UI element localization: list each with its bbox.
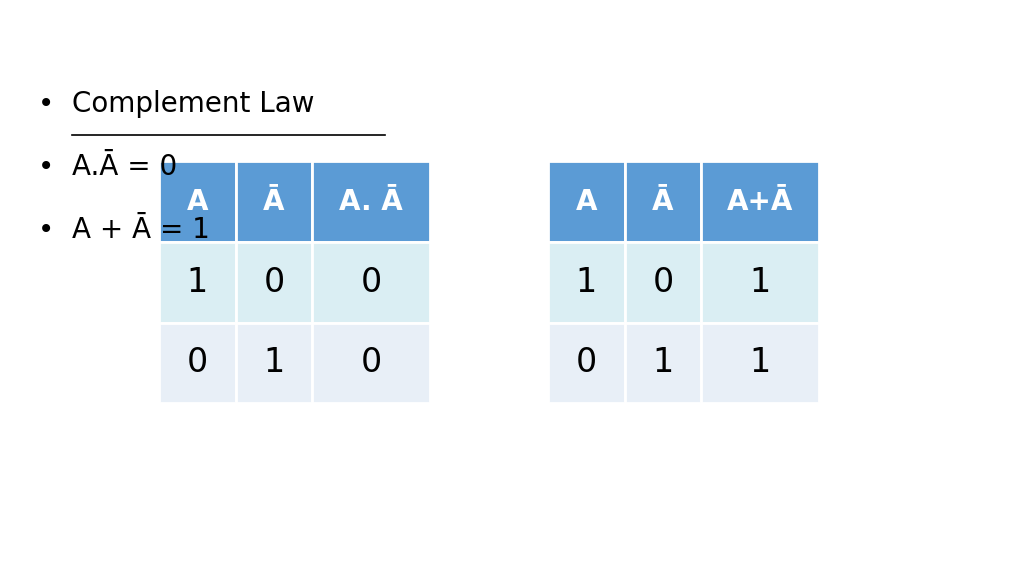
Bar [625, 161, 701, 242]
Bar [548, 323, 625, 403]
Text: Ā: Ā [263, 188, 285, 215]
Bar [236, 323, 312, 403]
Bar [625, 323, 701, 403]
Text: 1: 1 [750, 346, 771, 380]
Text: 0: 0 [360, 346, 382, 380]
Text: •: • [38, 217, 54, 244]
Text: •: • [38, 90, 54, 118]
Text: A: A [186, 188, 208, 215]
Bar [701, 242, 819, 323]
Text: 1: 1 [575, 266, 597, 299]
Bar [701, 161, 819, 242]
Text: 1: 1 [186, 266, 208, 299]
Text: 0: 0 [186, 346, 208, 380]
Text: 1: 1 [652, 346, 674, 380]
Bar [701, 323, 819, 403]
Bar [159, 323, 236, 403]
Bar [312, 323, 430, 403]
Bar [548, 242, 625, 323]
Bar [312, 161, 430, 242]
Text: A + Ā = 1: A + Ā = 1 [72, 217, 210, 244]
Text: 0: 0 [263, 266, 285, 299]
Text: 1: 1 [750, 266, 771, 299]
Bar [159, 161, 236, 242]
Text: 1: 1 [263, 346, 285, 380]
Text: 0: 0 [652, 266, 674, 299]
Text: 0: 0 [575, 346, 597, 380]
Text: •: • [38, 153, 54, 181]
Text: Ā: Ā [652, 188, 674, 215]
Bar [159, 242, 236, 323]
Text: Complement Law: Complement Law [72, 90, 314, 118]
Text: A. Ā: A. Ā [339, 188, 403, 215]
Bar [548, 161, 625, 242]
Text: A+Ā: A+Ā [727, 188, 794, 215]
Bar [236, 242, 312, 323]
Text: A: A [575, 188, 597, 215]
Text: A.Ā = 0: A.Ā = 0 [72, 153, 177, 181]
Bar [625, 242, 701, 323]
Bar [236, 161, 312, 242]
Bar [312, 242, 430, 323]
Text: 0: 0 [360, 266, 382, 299]
